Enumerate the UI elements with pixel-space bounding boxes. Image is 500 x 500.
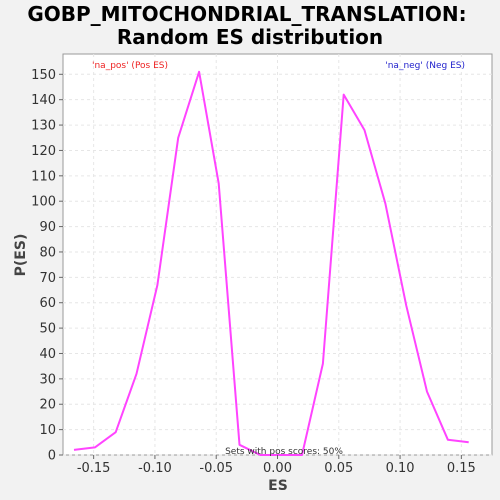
y-tick-label: 20	[39, 398, 56, 413]
y-tick-label: 150	[31, 68, 56, 83]
y-tick-label: 70	[39, 271, 56, 286]
y-tick-label: 140	[31, 93, 56, 108]
y-tick-label: 30	[39, 372, 56, 387]
series-line-0	[73, 70, 469, 456]
series-layer	[73, 70, 469, 456]
x-axis-title: ES	[268, 478, 288, 494]
y-tick-label: 130	[31, 119, 56, 134]
chart-title: GOBP_MITOCHONDRIAL_TRANSLATION:	[27, 2, 466, 26]
y-tick-label: 50	[39, 322, 56, 337]
x-tick-label: -0.15	[77, 461, 111, 476]
y-tick-label: 90	[39, 220, 56, 235]
y-tick-label: 80	[39, 245, 56, 260]
y-tick-label: 100	[31, 195, 56, 210]
x-tick-label: -0.10	[138, 461, 172, 476]
legend-pos-label: 'na_pos' (Pos ES)	[92, 61, 168, 71]
grid-lines	[63, 54, 492, 456]
x-tick-label: -0.05	[199, 461, 233, 476]
x-tick-label: 0.10	[386, 461, 415, 476]
x-tick-label: 0.05	[324, 461, 353, 476]
y-axis-title: P(ES)	[13, 234, 29, 277]
legend-neg-label: 'na_neg' (Neg ES)	[385, 61, 465, 71]
y-tick-label: 40	[39, 347, 56, 362]
x-tick-label: 0.00	[263, 461, 292, 476]
y-tick-label: 0	[48, 449, 56, 464]
y-axis-ticks: 0 10 20 30 40 50 60 70 80 90 100 110 120 130 140 150	[31, 68, 63, 464]
y-tick-label: 110	[31, 169, 56, 184]
footnote-annotation: Sets with pos scores: 50%	[225, 447, 343, 457]
y-tick-label: 10	[39, 423, 56, 438]
chart-subtitle: Random ES distribution	[117, 25, 383, 49]
x-tick-label: 0.15	[447, 461, 476, 476]
y-tick-label: 60	[39, 296, 56, 311]
y-tick-label: 120	[31, 144, 56, 159]
x-axis-ticks: -0.15 -0.10 -0.05 0.00 0.05 0.10 0.15	[77, 455, 476, 476]
